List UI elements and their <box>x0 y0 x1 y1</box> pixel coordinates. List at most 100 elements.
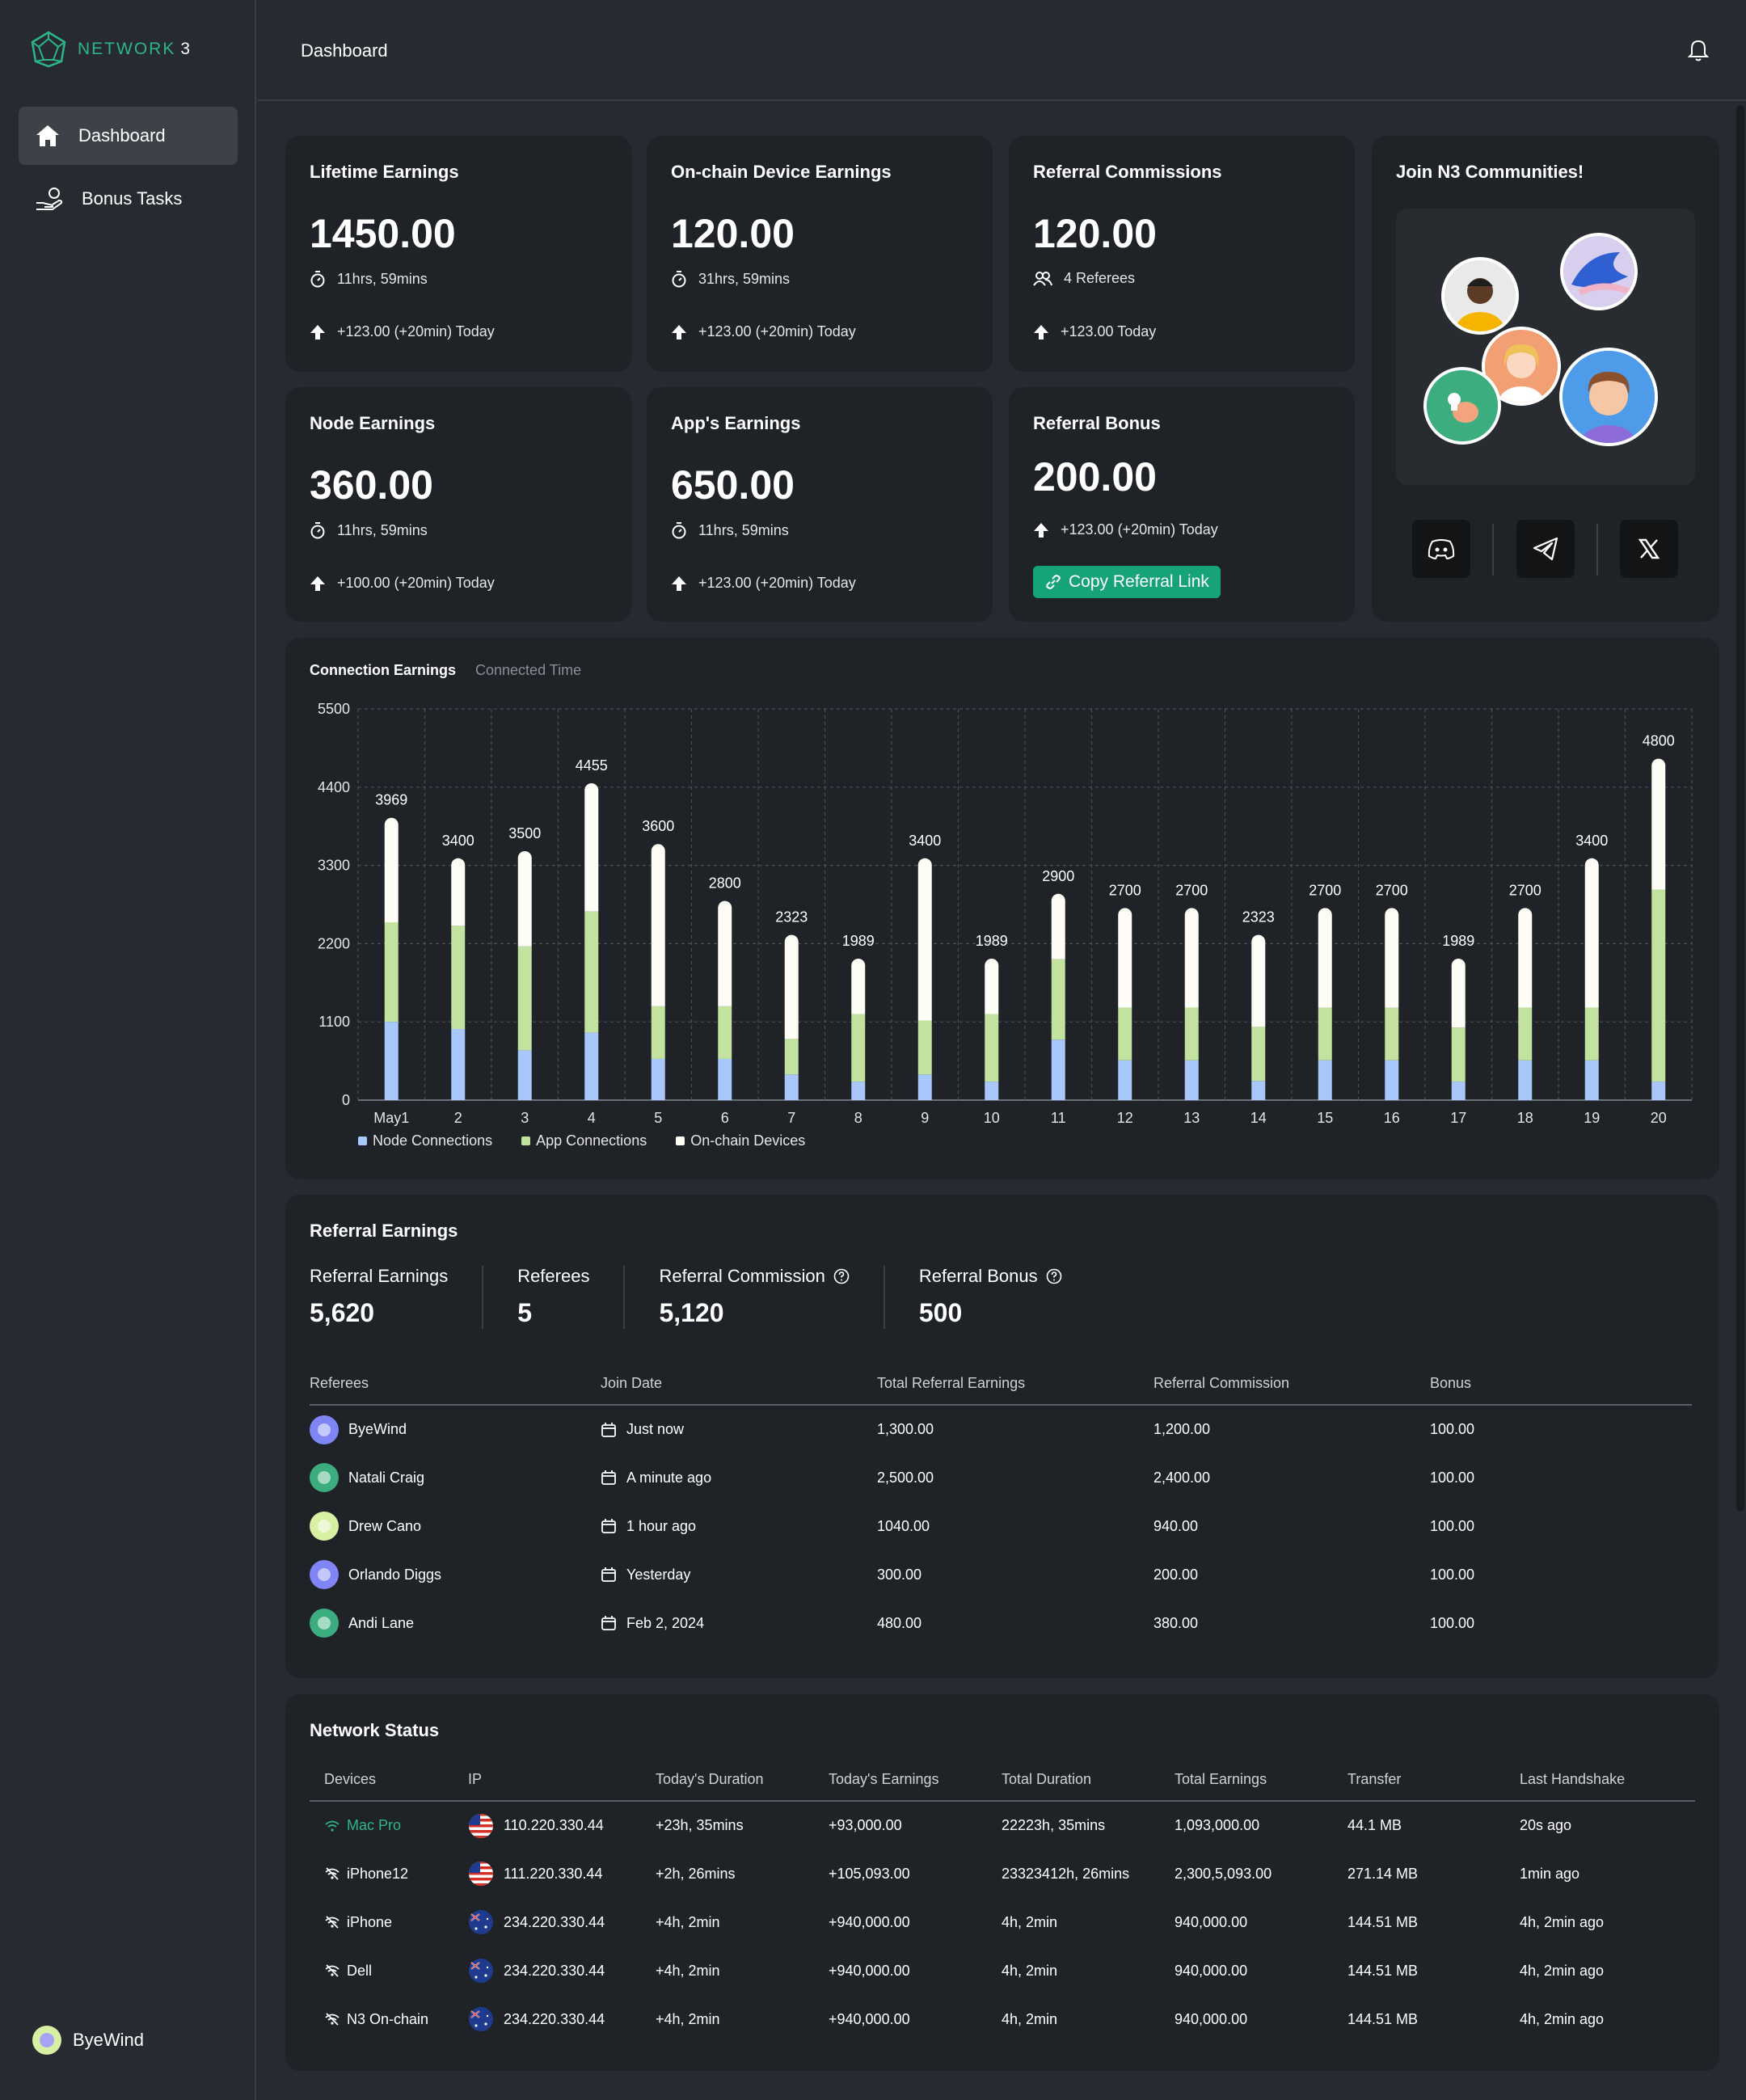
total-duration-cell: 22223h, 35mins <box>1002 1817 1106 1833</box>
data-label: 3400 <box>909 833 941 849</box>
today-earnings-cell: +940,000.00 <box>829 1913 910 1930</box>
column-header[interactable]: IP <box>468 1759 656 1802</box>
data-label: 2323 <box>775 909 808 926</box>
table-row[interactable]: N3 On-chain 234.220.330.44 +4h, 2min +940,0… <box>310 1995 1695 2043</box>
column-header[interactable]: Transfer <box>1347 1759 1520 1802</box>
total-duration-cell: 4h, 2min <box>1002 1913 1058 1930</box>
device-cell: Dell <box>310 1946 468 1995</box>
table-row[interactable]: Natali Craig A minute ago 2,500.00 2,400.00… <box>310 1453 1692 1502</box>
bar-segment <box>584 782 599 912</box>
bar-segment <box>1318 908 1332 1008</box>
column-header[interactable]: Bonus <box>1430 1363 1692 1406</box>
sidebar-item-bonus-tasks[interactable]: Bonus Tasks <box>19 170 238 228</box>
column-header[interactable]: Today's Earnings <box>829 1759 1002 1802</box>
legend-onchain-devices[interactable]: On-chain Devices <box>676 1132 805 1149</box>
bar-segment <box>1385 1060 1399 1100</box>
data-label: 3500 <box>508 825 541 841</box>
bar-segment <box>1051 893 1065 959</box>
tab-connected-time[interactable]: Connected Time <box>475 662 582 678</box>
data-label: 4455 <box>576 757 608 774</box>
community-card: Join N3 Communities! <box>1372 136 1719 622</box>
table-row[interactable]: iPhone12 111.220.330.44 +2h, 26mins +105,09… <box>310 1849 1695 1898</box>
commission-cell: 940.00 <box>1153 1517 1199 1534</box>
total-earnings-cell: 1040.00 <box>877 1517 930 1534</box>
legend-node-connections[interactable]: Node Connections <box>358 1132 492 1149</box>
discord-button[interactable] <box>1412 520 1470 578</box>
table-row[interactable]: Orlando Diggs Yesterday 300.00 200.00 100.00 <box>310 1550 1692 1599</box>
card-change: +123.00 (+20min) Today <box>310 323 495 340</box>
sidebar-item-dashboard[interactable]: Dashboard <box>19 107 238 165</box>
column-header[interactable]: Referees <box>310 1363 601 1406</box>
card-value: 200.00 <box>1033 454 1157 500</box>
ip-cell: 111.220.330.44 <box>468 1849 656 1898</box>
bar-segment <box>517 1050 532 1100</box>
last-handshake-cell: 4h, 2min ago <box>1520 1913 1605 1930</box>
column-header[interactable]: Join Date <box>601 1363 877 1406</box>
lifetime-earnings-card: Lifetime Earnings 1450.00 11hrs, 59mins … <box>285 136 631 372</box>
bar-segment <box>1385 1007 1399 1061</box>
bar-segment <box>584 1032 599 1100</box>
legend-label: On-chain Devices <box>690 1132 806 1149</box>
avatar <box>1423 367 1501 445</box>
ip-address: 234.220.330.44 <box>504 1913 605 1930</box>
table-row[interactable]: Mac Pro 110.220.330.44 +23h, 35mins +93,000… <box>310 1801 1695 1849</box>
card-value: 360.00 <box>310 462 433 508</box>
table-row[interactable]: Andi Lane Feb 2, 2024 480.00 380.00 100.00 <box>310 1599 1692 1647</box>
column-header[interactable]: Devices <box>310 1759 468 1802</box>
bar-segment <box>651 1058 665 1100</box>
referee-name: ByeWind <box>348 1421 407 1437</box>
brand-logo[interactable]: NETWORK 3 <box>29 31 192 68</box>
table-row[interactable]: Drew Cano 1 hour ago 1040.00 940.00 100.00 <box>310 1502 1692 1550</box>
column-header[interactable]: Referral Commission <box>1153 1363 1430 1406</box>
bar-segment <box>384 1022 399 1100</box>
user-profile[interactable]: ByeWind <box>32 2026 144 2055</box>
bar-segment <box>718 1058 732 1100</box>
bar-segment <box>1118 1007 1132 1061</box>
legend-app-connections[interactable]: App Connections <box>521 1132 647 1149</box>
copy-referral-link-button[interactable]: Copy Referral Link <box>1033 566 1221 598</box>
column-header[interactable]: Total Duration <box>1002 1759 1175 1802</box>
data-label: 2700 <box>1109 882 1141 898</box>
x-button[interactable] <box>1620 520 1678 578</box>
transfer-cell: 144.51 MB <box>1347 1962 1419 1979</box>
scrollbar[interactable] <box>1736 105 1744 1512</box>
column-header[interactable]: Total Earnings <box>1175 1759 1347 1802</box>
card-time-text: 11hrs, 59mins <box>337 521 428 538</box>
table-row[interactable]: iPhone 234.220.330.44 +4h, 2min +940,000.00… <box>310 1898 1695 1946</box>
referral-bonus-card: Referral Bonus 200.00 +123.00 (+20min) T… <box>1009 387 1355 622</box>
stopwatch-icon <box>672 271 686 288</box>
ip-address: 234.220.330.44 <box>504 2010 605 2027</box>
column-header[interactable]: Last Handshake <box>1520 1759 1695 1802</box>
tab-connection-earnings[interactable]: Connection Earnings <box>310 662 457 678</box>
card-change-text: +123.00 (+20min) Today <box>698 323 856 339</box>
column-header[interactable]: Total Referral Earnings <box>877 1363 1153 1406</box>
today-duration-cell: +2h, 26mins <box>656 1865 736 1882</box>
ip-cell: 234.220.330.44 <box>468 1946 656 1995</box>
join-date-cell: Just now <box>601 1405 877 1453</box>
wifi-off-icon <box>325 2013 340 2026</box>
avatar <box>1441 257 1519 335</box>
data-label: 3400 <box>1575 833 1608 849</box>
bar-segment <box>384 922 399 1023</box>
bar-segment <box>1184 908 1199 1008</box>
connection-earnings-chart: 0110022003300440055003969May134002350034… <box>318 701 1693 1126</box>
table-row[interactable]: Dell 234.220.330.44 +4h, 2min +940,000.00 4h… <box>310 1946 1695 1995</box>
data-label: 2900 <box>1042 868 1074 884</box>
referee-name: Andi Lane <box>348 1614 415 1631</box>
bar-segment <box>651 844 665 1006</box>
column-header[interactable]: Today's Duration <box>656 1759 829 1802</box>
x-tick-label: 12 <box>1117 1110 1133 1126</box>
y-tick-label: 2200 <box>318 935 350 951</box>
total-duration-cell: 23323412h, 26mins <box>1002 1865 1130 1882</box>
device-name: N3 On-chain <box>347 2010 429 2027</box>
help-icon[interactable] <box>1046 1268 1062 1284</box>
card-time-text: 11hrs, 59mins <box>337 270 428 287</box>
network-table: Devices IP Today's Duration Today's Earn… <box>310 1759 1695 2043</box>
bell-icon[interactable] <box>1688 39 1709 61</box>
help-icon[interactable] <box>833 1268 850 1284</box>
calendar-icon <box>601 1470 616 1485</box>
table-row[interactable]: ByeWind Just now 1,300.00 1,200.00 100.00 <box>310 1405 1692 1453</box>
x-tick-label: 11 <box>1051 1110 1066 1126</box>
telegram-button[interactable] <box>1516 520 1575 578</box>
avatar <box>310 1415 339 1444</box>
